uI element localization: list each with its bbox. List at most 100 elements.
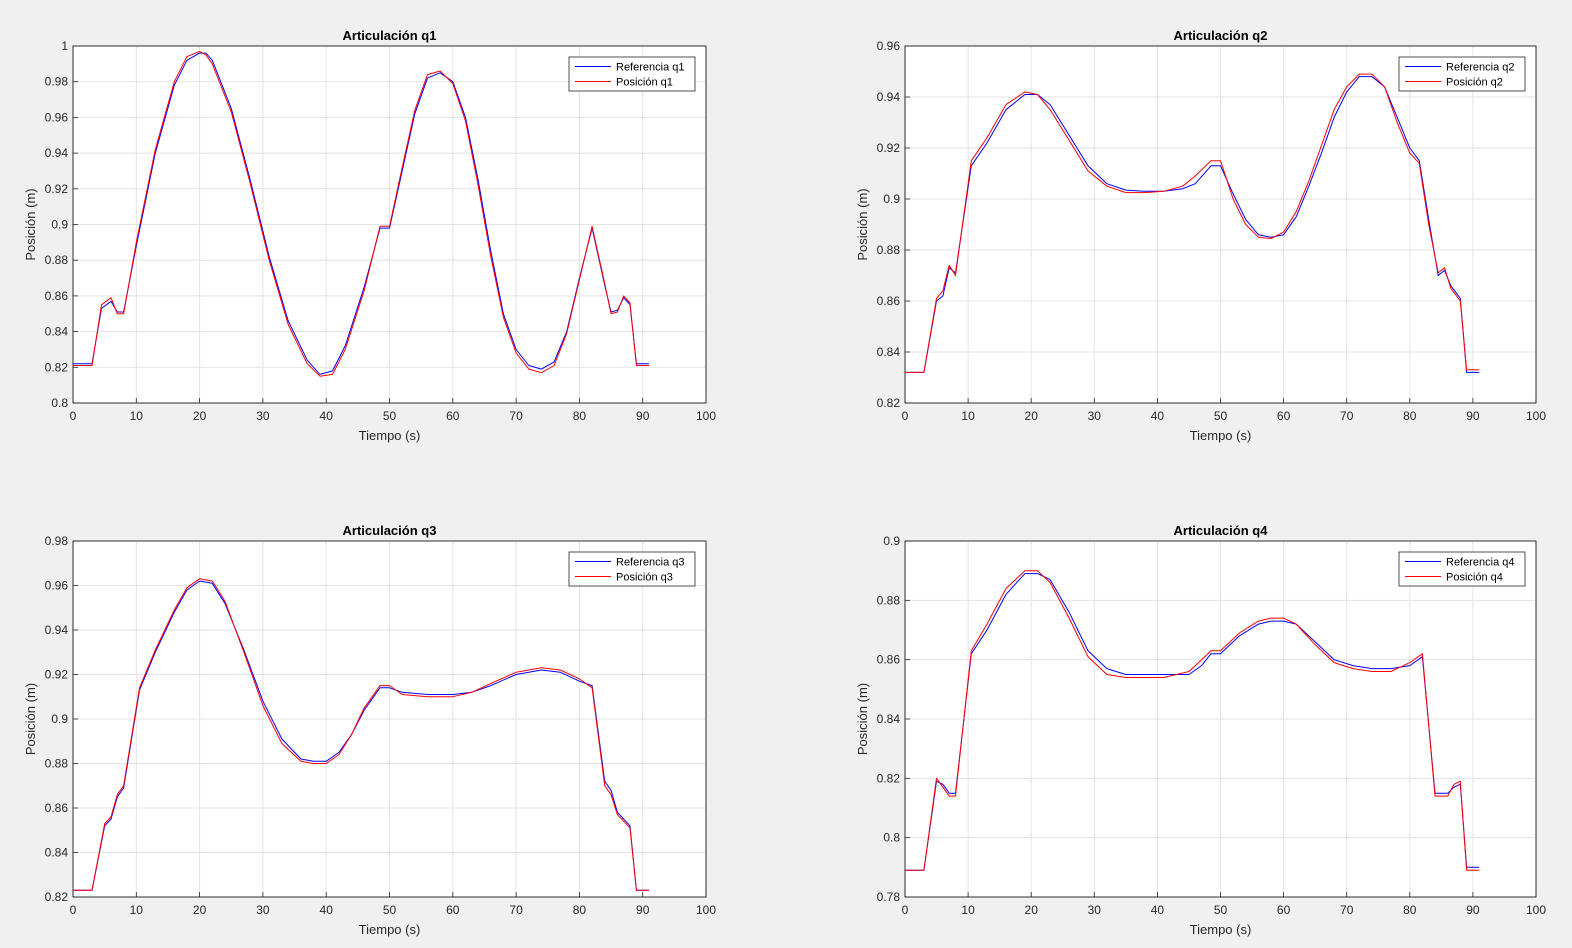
x-tick-label: 20 <box>1025 903 1039 917</box>
x-tick-label: 90 <box>636 903 650 917</box>
subplot-4: 0 10 20 30 40 50 60 70 80 90 100 0.78 0.8 0.82 0.84 0.8… <box>855 523 1546 937</box>
x-tick-label: 100 <box>1526 903 1546 917</box>
x-tick-label: 60 <box>446 903 460 917</box>
y-tick-label: 0.84 <box>877 345 901 359</box>
chart-title: Articulación q3 <box>343 523 437 538</box>
series-line-1 <box>905 76 1480 373</box>
x-tick-label: 30 <box>256 903 270 917</box>
x-tick-label: 80 <box>1403 903 1417 917</box>
y-tick-label: 0.82 <box>45 360 69 374</box>
y-tick-label: 0.82 <box>877 771 901 785</box>
x-tick-label: 0 <box>902 409 909 423</box>
legend-box <box>568 551 696 587</box>
y-tick-label: 0.9 <box>51 712 68 726</box>
legend-box <box>1398 56 1526 92</box>
x-tick-label: 0 <box>70 903 77 917</box>
y-tick-label: 0.86 <box>877 294 901 308</box>
x-tick-label: 30 <box>1088 409 1102 423</box>
x-tick-label: 80 <box>573 903 587 917</box>
y-tick-label: 0.96 <box>45 579 69 593</box>
x-tick-label: 60 <box>446 409 460 423</box>
x-tick-label: 50 <box>383 903 397 917</box>
y-tick-label: 0.8 <box>883 831 900 845</box>
x-tick-label: 70 <box>1340 903 1354 917</box>
subplot-3: 0 10 20 30 40 50 60 70 80 90 100 0.82 0.84 0.86 0.88 0.… <box>23 523 716 937</box>
x-tick-label: 90 <box>636 409 650 423</box>
y-tick-label: 0.88 <box>877 593 901 607</box>
x-tick-label: 60 <box>1277 903 1291 917</box>
y-tick-label: 0.94 <box>877 90 901 104</box>
y-tick-label: 0.9 <box>883 534 900 548</box>
y-tick-label: 0.98 <box>45 75 69 89</box>
x-tick-label: 40 <box>320 903 334 917</box>
y-tick-label: 0.9 <box>883 192 900 206</box>
y-tick-label: 0.82 <box>45 890 69 904</box>
x-axis-label: Tiempo (s) <box>359 922 421 937</box>
y-tick-label: 0.9 <box>51 218 68 232</box>
x-tick-label: 60 <box>1277 409 1291 423</box>
x-tick-label: 0 <box>70 409 77 423</box>
y-tick-label: 1 <box>61 39 68 53</box>
legend: Referencia q3 Posición q3 <box>568 551 696 587</box>
x-tick-label: 30 <box>1088 903 1102 917</box>
y-tick-label: 0.88 <box>45 757 69 771</box>
x-tick-label: 40 <box>1151 409 1165 423</box>
subplot-1: 0 10 20 30 40 50 60 70 80 90 100 0.8 0.82 0.84 0.86 0.8… <box>23 28 716 443</box>
x-axis-label: Tiempo (s) <box>1190 922 1252 937</box>
x-tick-label: 20 <box>193 903 207 917</box>
x-tick-label: 90 <box>1466 903 1480 917</box>
y-axis-label: Posición (m) <box>855 188 870 260</box>
x-tick-label: 90 <box>1466 409 1480 423</box>
legend-label: Posición q3 <box>616 572 673 584</box>
x-tick-label: 30 <box>256 409 270 423</box>
x-axis-label: Tiempo (s) <box>1190 428 1252 443</box>
legend-label: Posición q2 <box>1446 77 1503 89</box>
x-tick-label: 20 <box>193 409 207 423</box>
series-line-2 <box>905 73 1480 373</box>
x-tick-label: 10 <box>130 903 144 917</box>
y-tick-label: 0.84 <box>45 846 69 860</box>
y-tick-label: 0.84 <box>877 712 901 726</box>
chart-title: Articulación q4 <box>1174 523 1269 538</box>
y-axis-label: Posición (m) <box>23 683 38 755</box>
chart-title: Articulación q2 <box>1174 28 1268 43</box>
legend-label: Referencia q4 <box>1446 557 1515 569</box>
x-tick-label: 40 <box>1151 903 1165 917</box>
y-tick-label: 0.98 <box>45 534 69 548</box>
y-tick-label: 0.86 <box>877 653 901 667</box>
x-tick-label: 70 <box>509 903 523 917</box>
x-tick-label: 100 <box>696 409 716 423</box>
y-axis-label: Posición (m) <box>23 188 38 260</box>
chart-title: Articulación q1 <box>343 28 437 43</box>
y-tick-label: 0.94 <box>45 623 69 637</box>
x-tick-label: 50 <box>1214 409 1228 423</box>
y-tick-label: 0.96 <box>45 110 69 124</box>
series-line-2 <box>905 570 1480 871</box>
series-line-2 <box>73 578 649 891</box>
x-tick-label: 80 <box>573 409 587 423</box>
y-tick-label: 0.84 <box>45 325 69 339</box>
x-axis-label: Tiempo (s) <box>359 428 421 443</box>
legend-label: Referencia q3 <box>616 557 685 569</box>
y-tick-label: 0.78 <box>877 890 901 904</box>
y-tick-label: 0.86 <box>45 289 69 303</box>
x-tick-label: 0 <box>902 903 909 917</box>
y-tick-label: 0.82 <box>877 396 901 410</box>
legend-label: Posición q4 <box>1446 572 1503 584</box>
series-line-2 <box>73 50 649 377</box>
legend-box <box>568 56 696 92</box>
x-tick-label: 10 <box>961 409 975 423</box>
x-tick-label: 70 <box>1340 409 1354 423</box>
x-tick-label: 20 <box>1025 409 1039 423</box>
y-tick-label: 0.88 <box>45 253 69 267</box>
x-tick-label: 100 <box>1526 409 1546 423</box>
x-tick-label: 80 <box>1403 409 1417 423</box>
y-tick-label: 0.96 <box>877 39 901 53</box>
legend-label: Referencia q2 <box>1446 62 1515 74</box>
x-tick-label: 10 <box>961 903 975 917</box>
subplot-2: 0 10 20 30 40 50 60 70 80 90 100 0.82 0.84 0.86 0.88 0.… <box>855 28 1546 443</box>
legend: Referencia q2 Posición q2 <box>1398 56 1526 92</box>
x-tick-label: 100 <box>696 903 716 917</box>
x-tick-label: 40 <box>320 409 334 423</box>
legend-label: Posición q1 <box>616 77 673 89</box>
